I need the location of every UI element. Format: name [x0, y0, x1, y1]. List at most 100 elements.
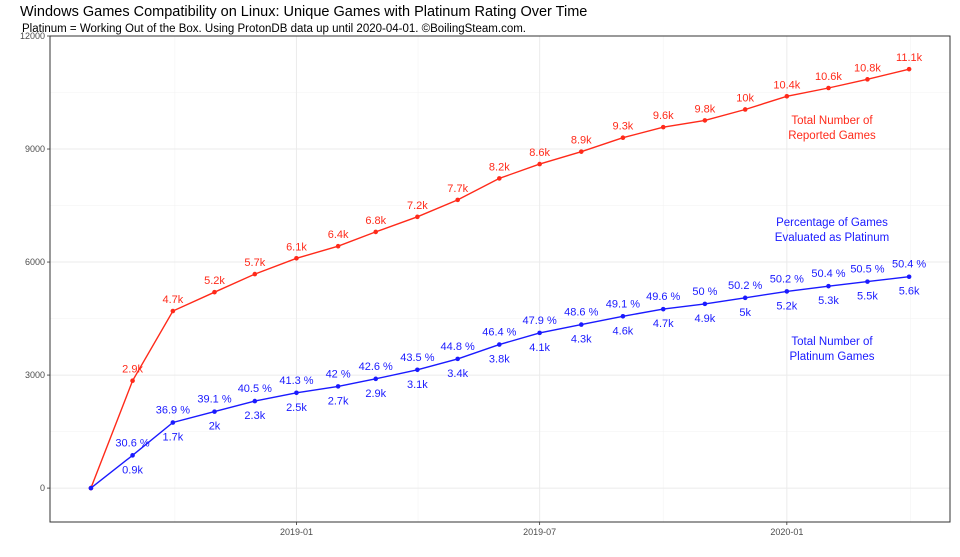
platinum-count-label: 2.3k: [244, 410, 265, 422]
platinum-count-label: 2.9k: [365, 388, 386, 400]
platinum-count-label: 5.5k: [857, 291, 878, 303]
platinum-point: [415, 367, 420, 373]
platinum-count-label: 5.3k: [818, 295, 839, 307]
platinum-count-label: 5k: [739, 307, 751, 319]
platinum-count-label: 4.3k: [571, 334, 592, 346]
reported-point: [212, 289, 217, 295]
reported-point: [906, 66, 912, 72]
platinum-point: [906, 274, 912, 280]
platinum-point: [170, 420, 176, 425]
x-tick-label: 2020-01: [770, 527, 803, 537]
platinum-count-label: 4.1k: [529, 342, 550, 354]
reported-value-label: 9.3k: [613, 121, 634, 133]
reported-value-label: 5.2k: [204, 275, 225, 287]
platinum-percentage-label: 42.6 %: [359, 361, 393, 373]
reported-value-label: 8.6k: [529, 147, 550, 159]
platinum-percentage-label: 50.5 %: [850, 264, 884, 276]
platinum-count-label: 5.6k: [899, 286, 920, 298]
reported-value-label: 6.8k: [365, 215, 386, 227]
y-tick-label: 0: [40, 483, 45, 493]
reported-point: [660, 124, 666, 130]
platinum-point: [537, 330, 542, 336]
x-tick-label: 2019-01: [280, 527, 313, 537]
platinum-point: [212, 409, 217, 414]
platinum-point: [294, 390, 299, 396]
platinum-point: [335, 384, 341, 389]
platinum-count-label: 3.1k: [407, 379, 428, 391]
platinum-count-label: 2k: [209, 421, 221, 433]
reported-value-label: 9.8k: [694, 103, 715, 115]
platinum-percentage-label: 48.6 %: [564, 307, 598, 319]
reported-games-annotation: Total Number of: [791, 115, 873, 127]
reported-point: [537, 161, 542, 167]
percentage-annotation: Evaluated as Platinum: [775, 232, 889, 244]
platinum-count-label: 0.9k: [122, 464, 143, 476]
platinum-count-label: 2.5k: [286, 402, 307, 414]
reported-point: [784, 93, 790, 99]
platinum-percentage-label: 42 %: [326, 368, 351, 380]
reported-point: [170, 308, 176, 314]
y-tick-label: 6000: [25, 257, 45, 267]
chart-subtitle: Platinum = Working Out of the Box. Using…: [22, 23, 526, 35]
reported-value-label: 10.4k: [773, 79, 800, 91]
platinum-count-label: 5.2k: [776, 300, 797, 312]
platinum-count-label: 3.8k: [489, 354, 510, 366]
reported-point: [130, 378, 135, 384]
reported-point: [865, 77, 870, 82]
reported-value-label: 7.2k: [407, 200, 428, 212]
platinum-count-label: 4.7k: [653, 318, 674, 330]
platinum-percentage-label: 41.3 %: [279, 375, 313, 387]
platinum-point: [784, 289, 790, 294]
percentage-annotation: Percentage of Games: [776, 217, 888, 229]
platinum-percentage-label: 50.4 %: [811, 268, 845, 280]
plot-panel: [49, 35, 951, 523]
reported-value-label: 2.9k: [122, 364, 143, 376]
platinum-point: [826, 283, 831, 289]
platinum-percentage-label: 47.9 %: [523, 315, 557, 327]
platinum-percentage-label: 50.2 %: [770, 273, 804, 285]
platinum-percentage-label: 50.2 %: [728, 280, 762, 292]
platinum-count-label: 4.9k: [694, 313, 715, 325]
platinum-percentage-label: 44.8 %: [441, 341, 475, 353]
reported-point: [497, 176, 502, 181]
platinum-percentage-label: 36.9 %: [156, 405, 190, 417]
reported-games-annotation: Reported Games: [788, 130, 876, 142]
reported-point: [702, 118, 708, 123]
reported-value-label: 7.7k: [447, 183, 468, 195]
platinum-percentage-label: 50 %: [692, 286, 717, 298]
reported-value-label: 6.4k: [328, 229, 349, 241]
platinum-count-label: 3.4k: [447, 368, 468, 380]
platinum-point: [130, 453, 135, 458]
reported-value-label: 8.9k: [571, 135, 592, 147]
reported-point: [252, 271, 258, 277]
reported-point: [455, 197, 460, 203]
platinum-point: [578, 322, 584, 327]
reported-point: [294, 255, 299, 261]
platinum-point: [742, 295, 748, 301]
reported-value-label: 5.7k: [244, 257, 265, 269]
reported-value-label: 8.2k: [489, 161, 510, 173]
y-tick-label: 12000: [20, 31, 45, 41]
platinum-count-label: 2.7k: [328, 395, 349, 407]
platinum-point: [497, 342, 502, 347]
platinum-point: [455, 356, 460, 362]
platinum-percentage-label: 46.4 %: [482, 327, 516, 339]
chart-title: Windows Games Compatibility on Linux: Un…: [20, 4, 588, 20]
platinum-point: [252, 398, 258, 404]
platinum-point: [702, 301, 708, 307]
reported-point: [620, 135, 626, 141]
platinum-games-annotation: Platinum Games: [789, 351, 874, 363]
reported-value-label: 10.8k: [854, 62, 881, 74]
reported-value-label: 10.6k: [815, 71, 842, 83]
reported-value-label: 11.1k: [896, 52, 923, 64]
platinum-percentage-label: 43.5 %: [400, 352, 434, 364]
y-tick-label: 3000: [25, 370, 45, 380]
platinum-percentage-label: 39.1 %: [197, 394, 231, 406]
platinum-percentage-label: 30.6 %: [115, 437, 149, 449]
platinum-point: [620, 313, 626, 319]
reported-value-label: 9.6k: [653, 110, 674, 122]
platinum-percentage-label: 49.1 %: [606, 298, 640, 310]
platinum-count-label: 4.6k: [613, 325, 634, 337]
reported-point: [335, 243, 341, 249]
